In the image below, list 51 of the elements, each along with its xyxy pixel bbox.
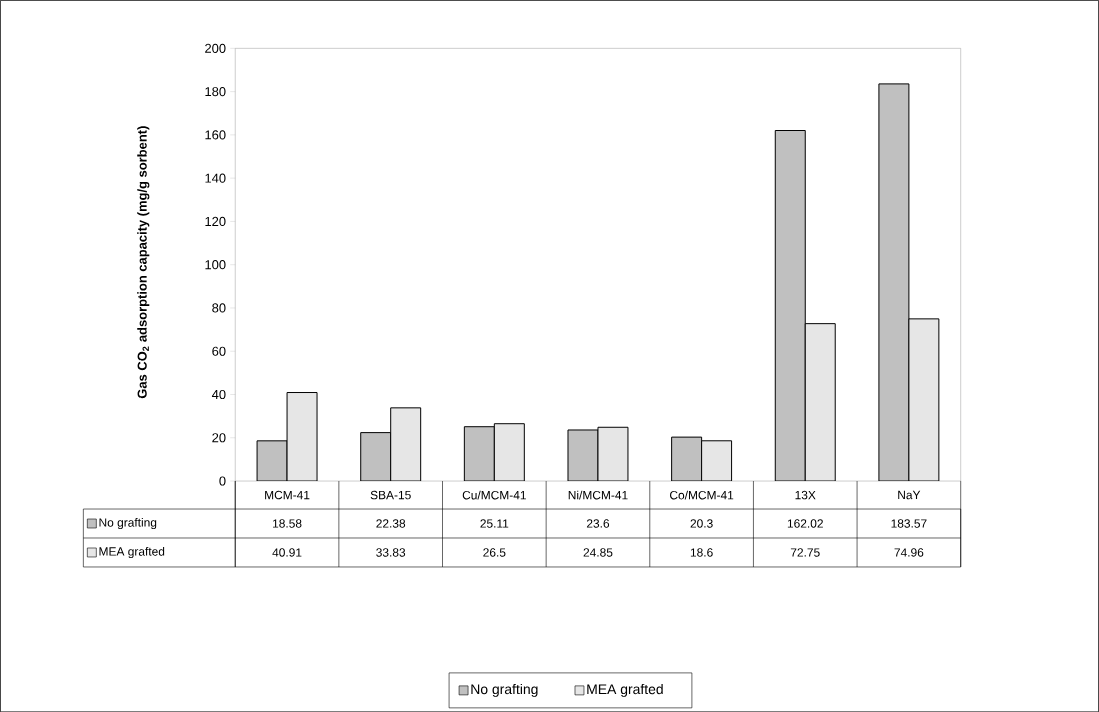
bar	[908, 318, 940, 481]
x-tick-label: SBA-15	[370, 490, 411, 500]
x-tick-label: MCM-41	[265, 490, 310, 500]
data-label: 24.85	[583, 548, 613, 557]
y-tick-label: 140	[205, 173, 226, 183]
bar	[360, 431, 392, 481]
y-tick-label: 120	[205, 216, 226, 226]
text: No grafting	[471, 683, 538, 697]
bar	[286, 391, 318, 481]
data-label: 26.5	[483, 548, 506, 557]
x-tick-label: Ni/MCM-41	[568, 490, 628, 500]
data-label: 162.02	[787, 519, 823, 528]
x-tick-label: Cu/MCM-41	[462, 490, 526, 500]
bar	[597, 426, 629, 481]
text: MEA grafted	[587, 683, 663, 697]
bar	[804, 323, 836, 481]
legend-label: MEA grafted	[99, 546, 165, 558]
y-tick-label: 180	[205, 86, 226, 97]
data-label: 25.11	[480, 519, 509, 528]
bar	[701, 440, 733, 481]
y-tick-label: 0	[219, 476, 226, 486]
data-label: 18.58	[273, 519, 302, 528]
y-tick-label: 60	[212, 346, 226, 356]
data-label: 33.83	[376, 548, 406, 557]
bar	[256, 440, 288, 481]
y-tick-label: 100	[205, 259, 226, 270]
data-label: 183.57	[891, 519, 927, 528]
data-label: 72.75	[790, 548, 820, 557]
bar	[671, 436, 703, 481]
x-tick-label: 13X	[795, 490, 816, 500]
y-axis-title: Gas CO$_{2}$ adsorption capacity (mg/g sorbent)	[137, 126, 150, 399]
y-tick-label: 200	[205, 43, 226, 53]
data-label: 22.38	[376, 519, 406, 528]
data-label: 18.6	[690, 548, 713, 557]
bar	[567, 429, 599, 481]
legend-label: No grafting	[99, 517, 157, 529]
data-label: 40.91	[272, 548, 302, 557]
y-tick-label: 160	[205, 130, 226, 140]
data-label: 20.3	[690, 519, 713, 528]
y-tick-label: 40	[211, 389, 226, 399]
data-label: 74.96	[894, 548, 924, 557]
bar	[878, 83, 910, 481]
bar	[463, 426, 495, 481]
y-tick-label: 80	[212, 303, 226, 313]
bar	[774, 129, 806, 481]
bar	[390, 407, 422, 481]
data-label: 23.6	[586, 519, 610, 528]
bar	[493, 423, 525, 481]
x-tick-label: Co/MCM-41	[670, 490, 734, 500]
x-tick-label: NaY	[898, 490, 921, 500]
y-tick-label: 20	[212, 433, 226, 443]
